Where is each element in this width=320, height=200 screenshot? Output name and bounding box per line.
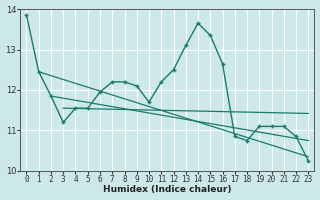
X-axis label: Humidex (Indice chaleur): Humidex (Indice chaleur)	[103, 185, 232, 194]
